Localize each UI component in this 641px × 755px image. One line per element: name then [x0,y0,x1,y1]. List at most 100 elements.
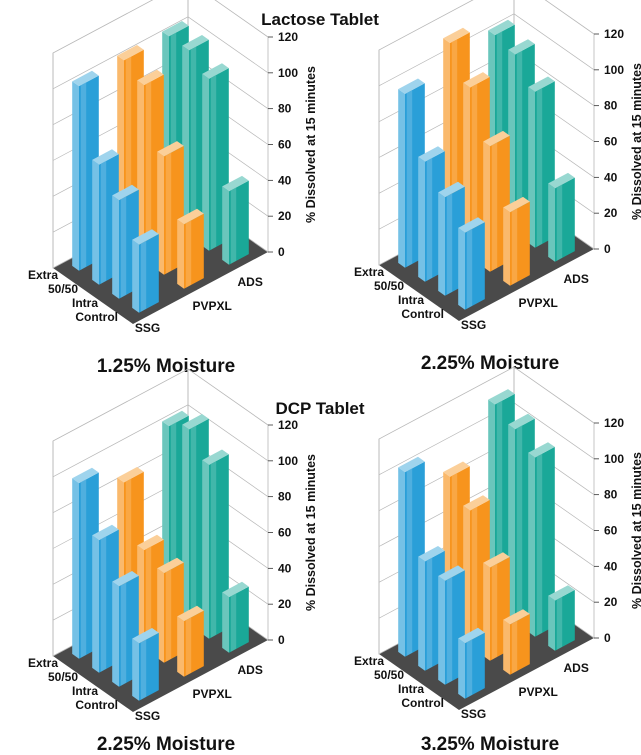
category-label: Control [75,310,118,324]
y-tick-label: 20 [604,206,618,220]
series-axis-label: PVPXL [519,685,558,699]
series-axis-label: PVPXL [193,299,232,313]
y-tick-label: 0 [278,633,285,647]
y-tick-label: 100 [278,66,298,80]
gridline [52,16,269,90]
bar-pvpxl-intra [483,552,510,661]
chart-subtitle: 2.25% Moisture [421,353,559,374]
chart-lactose-1-25: 0 20 40 60 80 100 120 % Dissolved at 15 minutes… [28,0,318,377]
bar-pvpxl-control [177,208,204,289]
y-tick-label: 120 [604,27,624,41]
y-axis-title: % Dissolved at 15 minutes [630,452,641,609]
category-label: Extra [354,654,384,668]
category-label: Intra [72,684,98,698]
y-axis-title: % Dissolved at 15 minutes [304,66,318,223]
category-label: 50/50 [48,282,78,296]
y-tick-labels: 0 20 40 60 80 100 120 [268,30,298,259]
y-tick-label: 60 [278,138,292,152]
chart-lactose-2-25: 0 20 40 60 80 100 120 % Dissolved at 15 minutes… [354,0,641,374]
y-tick-label: 0 [278,245,285,259]
series-axis-labels: SSG PVPXL ADS [461,661,589,721]
bars [398,389,575,699]
series-axis-label: SSG [461,318,486,332]
gridline [378,13,595,87]
y-tick-label: 120 [604,416,624,430]
series-axis-label: PVPXL [519,296,558,310]
y-tick-label: 60 [604,135,618,149]
y-tick-label: 20 [278,209,292,223]
series-axis-label: ADS [238,663,263,677]
series-axis-label: ADS [238,275,263,289]
bar-ads-control [548,585,575,651]
category-label: Extra [354,265,384,279]
series-axis-label: SSG [135,709,160,723]
bar-ssg-control [132,229,159,313]
y-tick-label: 100 [604,452,624,466]
y-tick-label: 20 [278,597,292,611]
series-axis-labels: SSG PVPXL ADS [135,663,263,723]
bar-ads-control [222,175,249,265]
bar-pvpxl-control [177,605,204,677]
gridline [52,404,269,478]
y-tick-label: 60 [278,526,292,540]
y-tick-label: 40 [604,170,618,184]
chart-subtitle: 3.25% Moisture [421,734,559,755]
bars [72,410,249,701]
y-axis-title: % Dissolved at 15 minutes [630,63,641,220]
y-tick-label: 100 [278,454,298,468]
y-tick-label: 0 [604,631,611,645]
bars [398,19,575,310]
y-tick-label: 80 [604,488,618,502]
y-tick-label: 120 [278,418,298,432]
series-axis-label: PVPXL [193,687,232,701]
chart-dcp-2-25: 0 20 40 60 80 100 120 % Dissolved at 15 minutes… [28,368,318,755]
series-axis-labels: SSG PVPXL ADS [461,272,589,332]
category-label: Control [401,696,444,710]
category-label: 50/50 [374,279,404,293]
y-tick-label: 0 [604,242,611,256]
category-label: Extra [28,656,58,670]
category-label: 50/50 [48,670,78,684]
series-axis-label: ADS [564,661,589,675]
y-tick-labels: 0 20 40 60 80 100 120 [594,416,624,645]
bar-ssg-control [132,628,159,701]
series-axis-label: ADS [564,272,589,286]
y-tick-label: 40 [278,173,292,187]
bar-pvpxl-control [503,609,530,675]
y-tick-label: 120 [278,30,298,44]
series-axis-label: SSG [135,321,160,335]
category-label: Intra [398,293,424,307]
chart-subtitle: 1.25% Moisture [97,356,235,377]
bar-ssg-control [458,217,485,310]
category-label: Intra [398,682,424,696]
category-label: Control [75,698,118,712]
section-title-dcp: DCP Tablet [275,399,364,418]
category-label: 50/50 [374,668,404,682]
bar-ads-intra [528,442,555,637]
y-tick-labels: 0 20 40 60 80 100 120 [268,418,298,647]
bar-ads-control [548,172,575,262]
bar-ads-control [222,581,249,653]
chart-dcp-3-25: 0 20 40 60 80 100 120 % Dissolved at 15 minutes… [354,366,641,755]
category-label: Intra [72,296,98,310]
chart-subtitle: 2.25% Moisture [97,734,235,755]
series-axis-labels: SSG PVPXL ADS [135,275,263,335]
bars [72,21,249,313]
bar-pvpxl-control [503,196,530,286]
y-tick-label: 80 [278,490,292,504]
section-title-lactose: Lactose Tablet [261,10,379,29]
y-tick-label: 40 [604,559,618,573]
bar-ssg-intra [438,565,465,685]
y-tick-label: 100 [604,63,624,77]
y-axis-title: % Dissolved at 15 minutes [304,454,318,611]
category-label: Control [401,307,444,321]
y-tick-label: 80 [278,102,292,116]
y-tick-labels: 0 20 40 60 80 100 120 [594,27,624,256]
category-label: Extra [28,268,58,282]
series-axis-label: SSG [461,707,486,721]
